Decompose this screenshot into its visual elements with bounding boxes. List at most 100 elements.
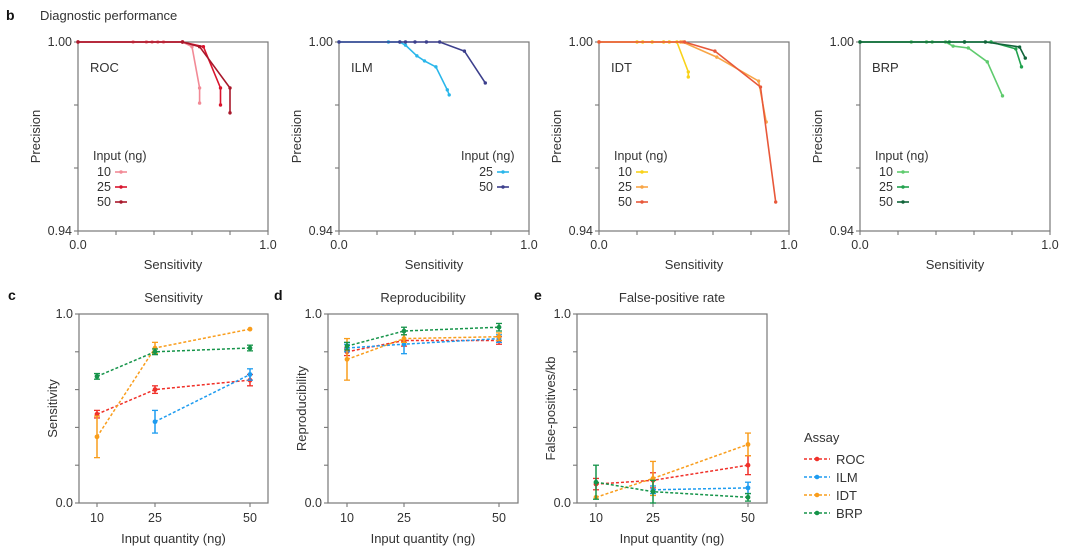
data-point — [94, 373, 100, 379]
data-point — [686, 70, 690, 74]
data-point — [745, 442, 751, 447]
data-point — [951, 44, 955, 48]
series-line — [154, 373, 251, 423]
y-tick-label: 1.00 — [830, 35, 854, 49]
data-point — [1023, 56, 1027, 60]
x-tick-label: 25 — [646, 511, 660, 525]
y-axis-label: Precision — [289, 110, 304, 163]
x-tick-label: 1.0 — [259, 238, 276, 252]
y-tick-label: 1.00 — [569, 35, 593, 49]
data-point — [398, 40, 402, 44]
data-point — [197, 101, 202, 105]
x-axis-label: Input quantity (ng) — [620, 531, 725, 546]
legend-marker — [814, 474, 820, 480]
y-axis-label: Precision — [549, 110, 564, 163]
data-point — [94, 434, 100, 440]
x-tick-label: 1.0 — [780, 238, 797, 252]
y-axis-label: Precision — [810, 110, 825, 163]
y-axis-label: Sensitivity — [45, 379, 60, 438]
legend-title: Input (ng) — [614, 149, 668, 163]
data-point — [76, 40, 80, 44]
legend-entry-label: 25 — [479, 165, 493, 179]
legend-entry-label: 25 — [97, 180, 111, 194]
x-tick-label: 0.0 — [590, 238, 607, 252]
y-tick-label: 1.00 — [309, 35, 333, 49]
y-tick-label: 0.94 — [309, 224, 333, 238]
data-point — [745, 462, 751, 468]
x-tick-label: 25 — [397, 511, 411, 525]
assay-label: IDT — [611, 60, 632, 75]
panel-idt: 0.0 1.0 0.94 1.00 Sensitivity Precision IDT Inp… — [549, 35, 798, 272]
data-point — [496, 334, 502, 340]
legend-marker — [640, 185, 644, 189]
legend-entry-label: 50 — [97, 195, 111, 209]
series-line — [595, 464, 749, 485]
data-point — [190, 45, 194, 49]
data-point — [218, 86, 223, 90]
legend-entry-label: BRP — [836, 506, 863, 521]
data-point — [422, 59, 427, 63]
x-tick-label: 1.0 — [1041, 238, 1058, 252]
data-point — [344, 343, 350, 349]
series-line — [346, 326, 500, 347]
panel-title: Sensitivity — [144, 290, 203, 305]
x-tick-label: 0.0 — [330, 238, 347, 252]
panel-roc: 0.0 1.0 0.94 1.00 Sensitivity Precision ROC Inp… — [28, 35, 277, 272]
panel-letter-c: c — [8, 287, 16, 303]
y-tick-label: 0.94 — [830, 224, 854, 238]
y-tick-label: 0.0 — [305, 496, 322, 510]
data-point — [152, 387, 158, 392]
data-point — [152, 419, 158, 425]
series-line — [595, 481, 749, 499]
legend-marker — [901, 200, 905, 204]
legend-entry-label: 10 — [618, 165, 632, 179]
assay-legend-title: Assay — [804, 430, 840, 445]
y-axis-label: False-positives/kb — [543, 356, 558, 460]
panel-title: False-positive rate — [619, 290, 725, 305]
x-tick-label: 50 — [492, 511, 506, 525]
plot-frame — [598, 41, 790, 232]
data-point — [424, 40, 429, 44]
series-line-50ng — [860, 41, 1027, 59]
series-line — [96, 347, 251, 378]
panel-b-title: Diagnostic performance — [40, 8, 177, 23]
plot-frame — [327, 313, 519, 504]
data-point — [756, 79, 761, 83]
data-point — [462, 49, 467, 53]
data-point — [1000, 94, 1005, 98]
legend-title: Input (ng) — [93, 149, 147, 163]
legend-marker — [640, 200, 644, 204]
y-tick-label: 0.0 — [56, 496, 73, 510]
data-point — [1019, 65, 1024, 69]
y-tick-label: 1.0 — [554, 307, 571, 321]
legend-marker — [640, 170, 644, 174]
data-point — [228, 86, 232, 90]
series-BRP — [94, 344, 253, 380]
legend-title: Input (ng) — [875, 149, 929, 163]
data-point — [745, 485, 751, 491]
data-point — [401, 328, 407, 334]
legend-entry-label: 50 — [479, 180, 493, 194]
legend-entry-label: 25 — [618, 180, 632, 194]
data-point — [682, 40, 687, 44]
data-point — [686, 75, 690, 79]
y-tick-label: 1.0 — [56, 307, 73, 321]
series-IDT — [593, 432, 751, 500]
legend-marker — [901, 185, 905, 189]
assay-label: BRP — [872, 60, 899, 75]
y-tick-label: 1.00 — [48, 35, 72, 49]
data-point — [713, 49, 717, 53]
data-point — [447, 93, 451, 97]
legend-entry-label: 10 — [879, 165, 893, 179]
data-point — [1014, 47, 1018, 51]
panel-repro: Reproducibility 0.0 1.0 10 25 50 Input quantit… — [294, 290, 519, 546]
data-point — [438, 40, 442, 44]
data-point — [745, 494, 751, 500]
data-point — [445, 88, 449, 92]
data-point — [247, 372, 253, 377]
legend-entry-label: 10 — [97, 165, 111, 179]
assay-label: ILM — [351, 60, 373, 75]
data-point — [1017, 45, 1022, 49]
panel-fpr: False-positive rate 0.0 1.0 10 25 50 Input qua… — [543, 290, 865, 546]
